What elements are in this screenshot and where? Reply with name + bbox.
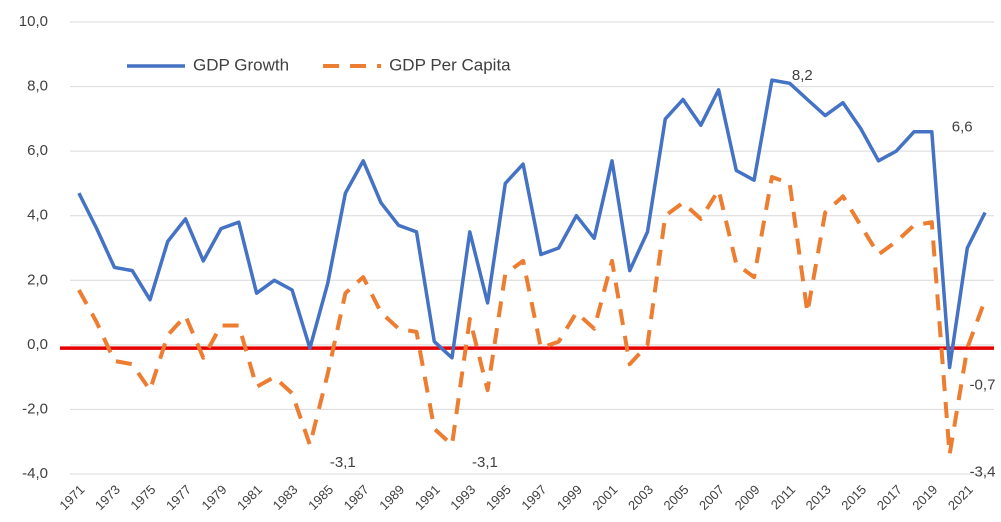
x-tick-label: 1977 (163, 482, 194, 513)
x-tick-label: 2001 (589, 482, 620, 513)
x-tick-label: 2017 (874, 482, 905, 513)
x-tick-label: 2011 (768, 482, 798, 512)
x-tick-label: 1999 (554, 482, 585, 513)
x-tick-label: 1993 (447, 482, 478, 513)
x-tick-label: 1979 (199, 482, 230, 513)
data-label: -3,1 (472, 454, 498, 471)
y-tick-label: 2,0 (27, 271, 48, 288)
x-tick-label: 2003 (625, 482, 656, 513)
y-tick-label: 0,0 (27, 336, 48, 353)
x-tick-label: 1981 (234, 482, 265, 513)
x-tick-label: 2007 (696, 482, 727, 513)
y-tick-label: 4,0 (27, 207, 48, 224)
x-tick-label: 1975 (127, 482, 158, 513)
x-tick-label: 2019 (909, 482, 940, 513)
x-tick-label: 2021 (945, 482, 976, 513)
x-tick-label: 1971 (56, 482, 87, 513)
x-tick-label: 1983 (270, 482, 301, 513)
legend-label: GDP Growth (193, 55, 289, 74)
x-tick-label: 1987 (341, 482, 372, 513)
x-tick-label: 1973 (92, 482, 123, 513)
x-tick-label: 2013 (803, 482, 834, 513)
data-label: 8,2 (792, 67, 813, 84)
y-tick-label: 6,0 (27, 142, 48, 159)
x-tick-label: 1995 (483, 482, 514, 513)
x-tick-label: 1989 (376, 482, 407, 513)
data-label: -3,1 (330, 454, 356, 471)
series-line (77, 78, 987, 370)
x-tick-label: 1991 (412, 482, 443, 513)
x-tick-label: 1985 (305, 482, 336, 513)
data-label: -0,7 (970, 376, 996, 393)
x-tick-label: 2005 (661, 482, 692, 513)
y-tick-label: 8,0 (27, 78, 48, 95)
legend-label: GDP Per Capita (389, 55, 511, 74)
y-tick-label: 10,0 (19, 13, 48, 30)
x-tick-label: 1997 (518, 482, 549, 513)
x-tick-label: 2015 (838, 482, 869, 513)
data-label: 6,6 (952, 119, 973, 136)
series-line (77, 175, 987, 457)
data-label: -3,4 (970, 464, 996, 481)
y-tick-label: -4,0 (22, 465, 48, 482)
x-tick-label: 2009 (732, 482, 763, 513)
y-tick-label: -2,0 (22, 400, 48, 417)
